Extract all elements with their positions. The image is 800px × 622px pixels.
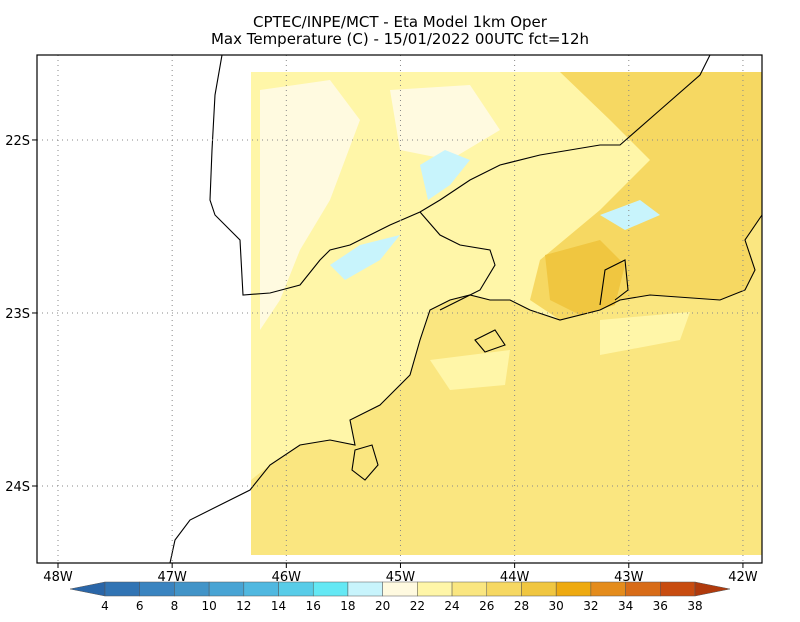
x-tick-label: 44W <box>500 570 530 585</box>
colorbar-box <box>174 581 210 597</box>
subtitle: Max Temperature (C) - 15/01/2022 00UTC f… <box>211 30 589 48</box>
colorbar-box <box>382 581 418 597</box>
field-light-patch <box>390 85 500 160</box>
island <box>351 444 379 481</box>
grid <box>37 55 762 563</box>
colorbar-box <box>347 581 383 597</box>
axis-ticks: 48W 47W 46W 45W 44W 43W 42W 22S 23S 24S <box>5 134 758 585</box>
colorbar-label: 26 <box>479 599 494 613</box>
temperature-field <box>251 72 762 555</box>
colorbar-label: 30 <box>549 599 564 613</box>
colorbar-low-arrow <box>69 581 106 597</box>
y-tick-label: 24S <box>5 480 30 495</box>
state-border <box>209 54 711 296</box>
colorbar-label: 4 <box>101 599 109 613</box>
colorbar-label: 28 <box>514 599 529 613</box>
colorbar-box <box>451 581 488 597</box>
title: CPTEC/INPE/MCT - Eta Model 1km Oper <box>253 13 548 31</box>
y-tick-label: 22S <box>5 134 30 149</box>
field-cold-patch <box>420 150 470 200</box>
colorbar-box <box>417 581 453 597</box>
x-tick-label: 43W <box>614 570 644 585</box>
colorbar-label: 20 <box>375 599 390 613</box>
colorbar-box <box>139 581 175 597</box>
map-frame <box>36 54 763 564</box>
colorbar-label: 32 <box>583 599 598 613</box>
colorbar-label: 6 <box>136 599 144 613</box>
colorbar-box <box>312 581 349 597</box>
y-tick-label: 23S <box>5 307 30 322</box>
colorbar-label: 36 <box>653 599 668 613</box>
colorbar-box <box>555 581 592 597</box>
colorbar-box <box>486 581 522 597</box>
field-cool-ocean <box>430 350 510 390</box>
field-cold-patch <box>330 235 400 280</box>
colorbar-label: 22 <box>410 599 425 613</box>
x-tick-label: 48W <box>43 570 73 585</box>
colorbar-box <box>243 581 279 597</box>
field-cold-patch <box>600 200 660 230</box>
colorbar-label: 10 <box>201 599 216 613</box>
field-land <box>251 72 762 480</box>
colorbar-box <box>625 581 661 597</box>
state-border <box>419 211 496 311</box>
x-tick-label: 45W <box>386 570 416 585</box>
field-hot-patch <box>545 240 625 315</box>
colorbar: 4 6 8 10 12 14 16 18 20 22 24 26 28 30 32 34 36 38 <box>69 581 731 613</box>
colorbar-label: 16 <box>306 599 321 613</box>
coastlines <box>169 54 763 564</box>
field-light-patch <box>260 80 360 330</box>
colorbar-label: 12 <box>236 599 251 613</box>
colorbar-box <box>521 581 557 597</box>
colorbar-label: 38 <box>687 599 702 613</box>
field-cool-ocean <box>600 312 690 355</box>
colorbar-label: 18 <box>340 599 355 613</box>
x-tick-label: 46W <box>272 570 302 585</box>
colorbar-box <box>278 581 314 597</box>
colorbar-high-arrow <box>694 581 731 597</box>
colorbar-label: 14 <box>271 599 286 613</box>
colorbar-box <box>208 581 245 597</box>
colorbar-box <box>660 581 696 597</box>
colorbar-label: 8 <box>171 599 179 613</box>
x-tick-label: 47W <box>157 570 187 585</box>
colorbar-label: 34 <box>618 599 633 613</box>
bay <box>474 329 506 353</box>
x-tick-label: 42W <box>728 570 758 585</box>
colorbar-label: 24 <box>444 599 459 613</box>
bay <box>599 259 629 306</box>
colorbar-box <box>104 581 140 597</box>
colorbar-box <box>590 581 626 597</box>
coastline <box>169 214 763 564</box>
